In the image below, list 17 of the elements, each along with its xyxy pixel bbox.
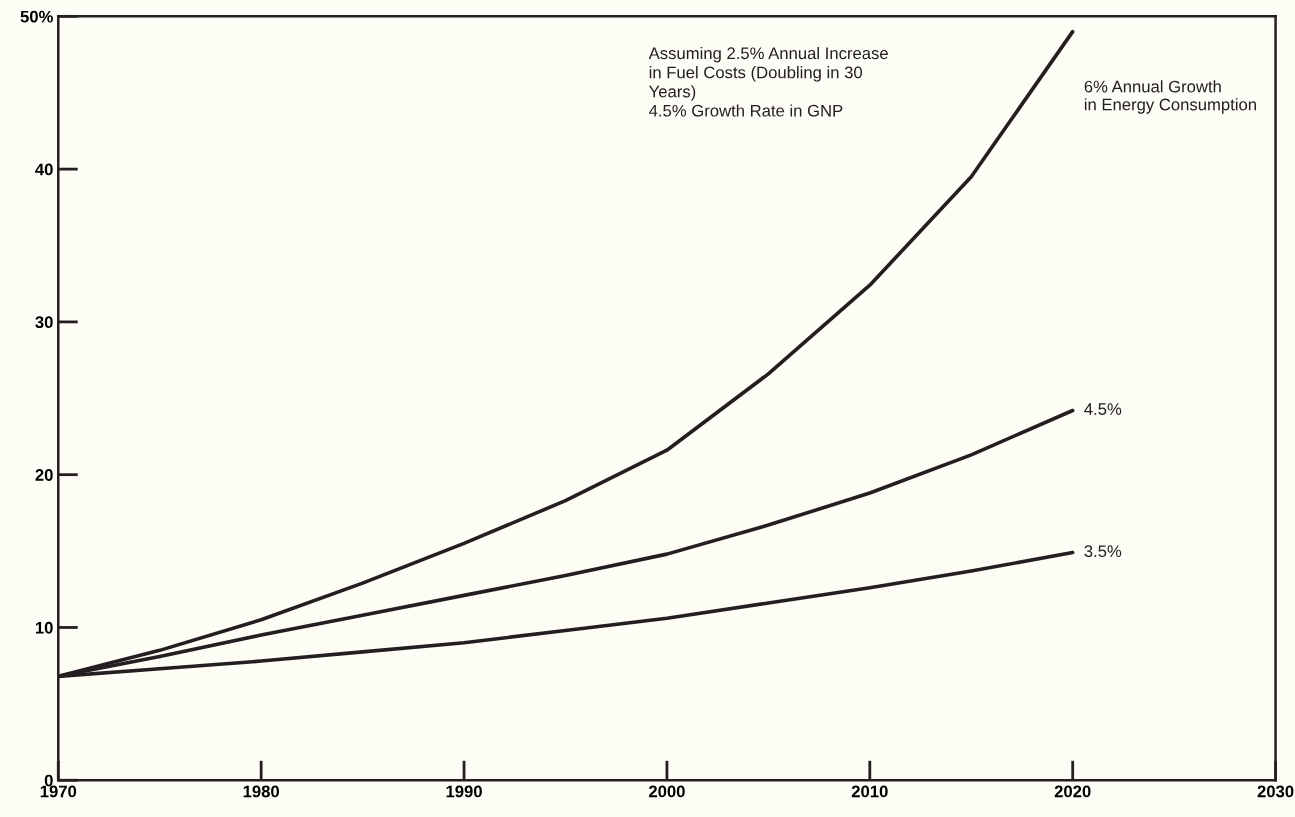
x-tick-label: 1970	[40, 785, 77, 798]
text: 6% Annual Growth in Energy Consumption	[1084, 80, 1256, 114]
y-tick-label: 10	[35, 621, 53, 634]
y-tick-label: 50%	[20, 10, 53, 23]
y-tick-label: 40	[35, 163, 53, 176]
x-tick-label: 2030	[1257, 785, 1294, 798]
x-tick-label: 2000	[648, 785, 685, 798]
series-label: 4.5%	[1084, 403, 1122, 415]
annotation: Assuming 2.5% Annual Increase in Fuel Costs (Doubling in 30 Years) 4.5% Growth Rate in GNP	[648, 46, 888, 117]
series-label: 3.5%	[1084, 545, 1122, 558]
y-tick-label: 30	[35, 316, 53, 329]
x-tick-label: 2010	[851, 785, 888, 798]
x-tick-label: 1990	[446, 785, 482, 798]
y-tick-label: 20	[35, 469, 53, 481]
y-tick-label: 0	[44, 774, 53, 787]
x-tick-label: 2020	[1054, 785, 1091, 798]
x-tick-label: 1980	[243, 785, 280, 798]
